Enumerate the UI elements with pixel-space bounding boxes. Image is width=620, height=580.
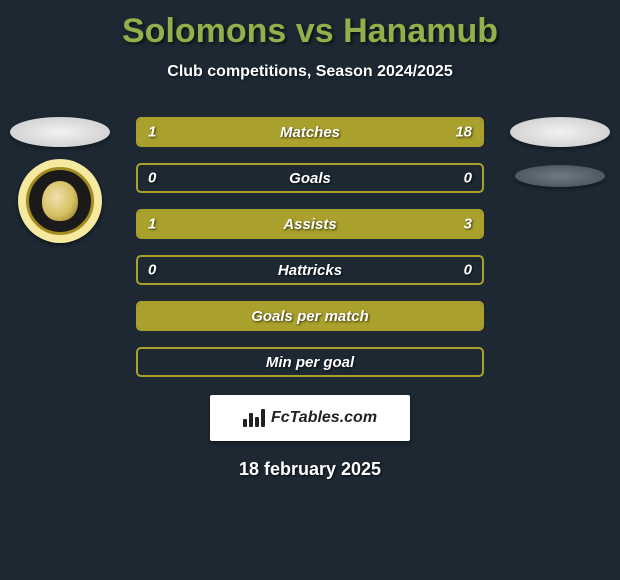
stat-label: Assists xyxy=(283,216,336,233)
stat-row-assists: 1 3 Assists xyxy=(136,209,484,239)
attribution-text: FcTables.com xyxy=(271,409,377,427)
body-area: 1 18 Matches 0 0 Goals 1 3 Assists 0 0 Hattricks Goa… xyxy=(0,117,620,377)
stat-row-min-per-goal: Min per goal xyxy=(136,347,484,377)
comparison-card: Solomons vs Hanamub Club competitions, S… xyxy=(0,0,620,580)
subtitle: Club competitions, Season 2024/2025 xyxy=(0,63,620,81)
player2-photo-placeholder xyxy=(510,117,610,147)
stat-label: Goals per match xyxy=(251,308,369,325)
stat-value-left: 1 xyxy=(148,124,156,141)
comparison-date: 18 february 2025 xyxy=(0,459,620,480)
kaizer-chiefs-logo-icon xyxy=(26,167,94,235)
stat-label: Min per goal xyxy=(266,354,354,371)
page-title: Solomons vs Hanamub xyxy=(0,12,620,51)
stat-label: Goals xyxy=(289,170,331,187)
stat-row-hattricks: 0 0 Hattricks xyxy=(136,255,484,285)
attribution-badge[interactable]: FcTables.com xyxy=(210,395,410,441)
stat-label: Hattricks xyxy=(278,262,342,279)
stat-value-right: 18 xyxy=(455,124,472,141)
chief-head-icon xyxy=(42,181,78,221)
vs-separator: vs xyxy=(296,12,334,50)
stat-value-right: 0 xyxy=(464,170,472,187)
player1-photo-placeholder xyxy=(10,117,110,147)
player1-club-logo xyxy=(18,159,102,243)
stat-row-matches: 1 18 Matches xyxy=(136,117,484,147)
stat-row-goals: 0 0 Goals xyxy=(136,163,484,193)
stat-label: Matches xyxy=(280,124,340,141)
right-column xyxy=(500,117,620,187)
stat-value-left: 1 xyxy=(148,216,156,233)
left-column xyxy=(0,117,120,243)
player2-club-placeholder xyxy=(515,165,605,187)
stat-row-goals-per-match: Goals per match xyxy=(136,301,484,331)
stat-fill-right xyxy=(224,211,482,237)
stat-value-left: 0 xyxy=(148,262,156,279)
stats-column: 1 18 Matches 0 0 Goals 1 3 Assists 0 0 Hattricks Goa… xyxy=(120,117,500,377)
stat-value-right: 0 xyxy=(464,262,472,279)
bar-chart-icon xyxy=(243,409,265,427)
stat-value-left: 0 xyxy=(148,170,156,187)
stat-value-right: 3 xyxy=(464,216,472,233)
player1-name: Solomons xyxy=(122,12,286,50)
player2-name: Hanamub xyxy=(343,12,498,50)
